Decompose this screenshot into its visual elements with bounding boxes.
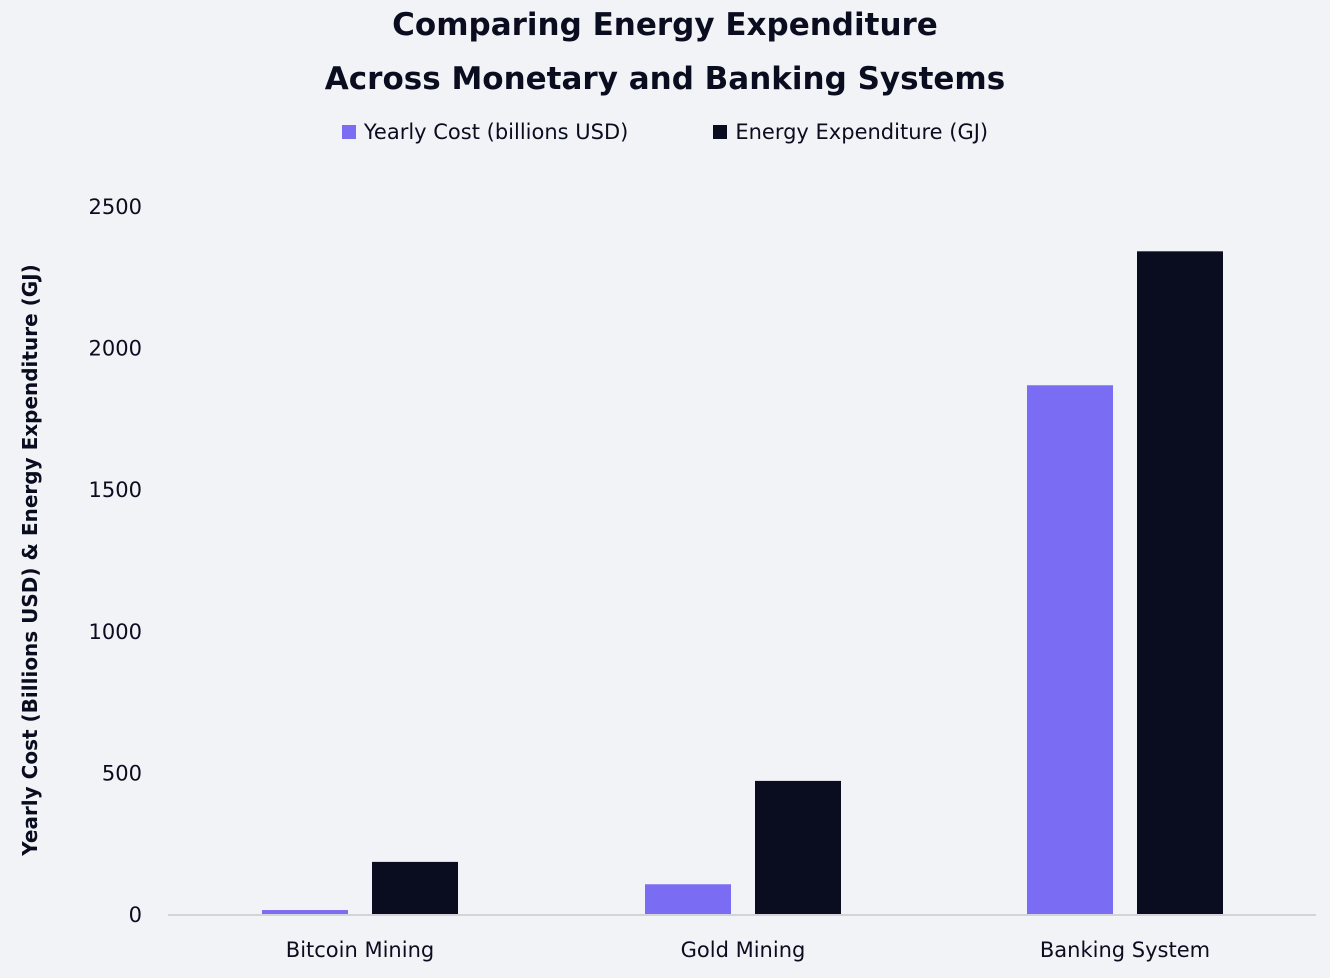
legend-label-energy: Energy Expenditure (GJ)	[735, 120, 989, 144]
y-tick-label: 2500	[89, 195, 142, 219]
x-tick-label: Bitcoin Mining	[286, 938, 434, 962]
legend-item-yearly-cost: Yearly Cost (billions USD)	[341, 120, 629, 144]
bar-bitcoin-mining-energy	[372, 861, 458, 914]
bar-bitcoin-mining-yearly-cost	[262, 910, 348, 914]
chart-title-line-2: Across Monetary and Banking Systems	[324, 61, 1006, 97]
x-tick-label: Gold Mining	[681, 938, 806, 962]
bar-gold-mining-yearly-cost	[645, 884, 731, 914]
x-tick-label: Banking System	[1040, 938, 1210, 962]
bar-banking-system-yearly-cost	[1027, 385, 1113, 914]
bar-gold-mining-energy	[755, 780, 841, 914]
chart-title: Comparing Energy Expenditure Across Mone…	[0, 0, 1330, 106]
legend-swatch-yearly-cost	[341, 125, 356, 139]
legend-swatch-energy	[713, 125, 728, 139]
y-tick-label: 1500	[89, 478, 142, 502]
chart-title-line-1: Comparing Energy Expenditure	[392, 7, 938, 43]
legend-label-yearly-cost: Yearly Cost (billions USD)	[363, 120, 629, 144]
y-tick-label: 1000	[89, 620, 142, 644]
legend: Yearly Cost (billions USD) Energy Expend…	[0, 120, 1330, 144]
bar-banking-system-energy	[1137, 251, 1223, 914]
legend-item-energy: Energy Expenditure (GJ)	[713, 120, 988, 144]
y-tick-label: 500	[102, 761, 142, 785]
y-tick-label: 2000	[89, 337, 142, 361]
y-tick-label: 0	[129, 903, 142, 927]
